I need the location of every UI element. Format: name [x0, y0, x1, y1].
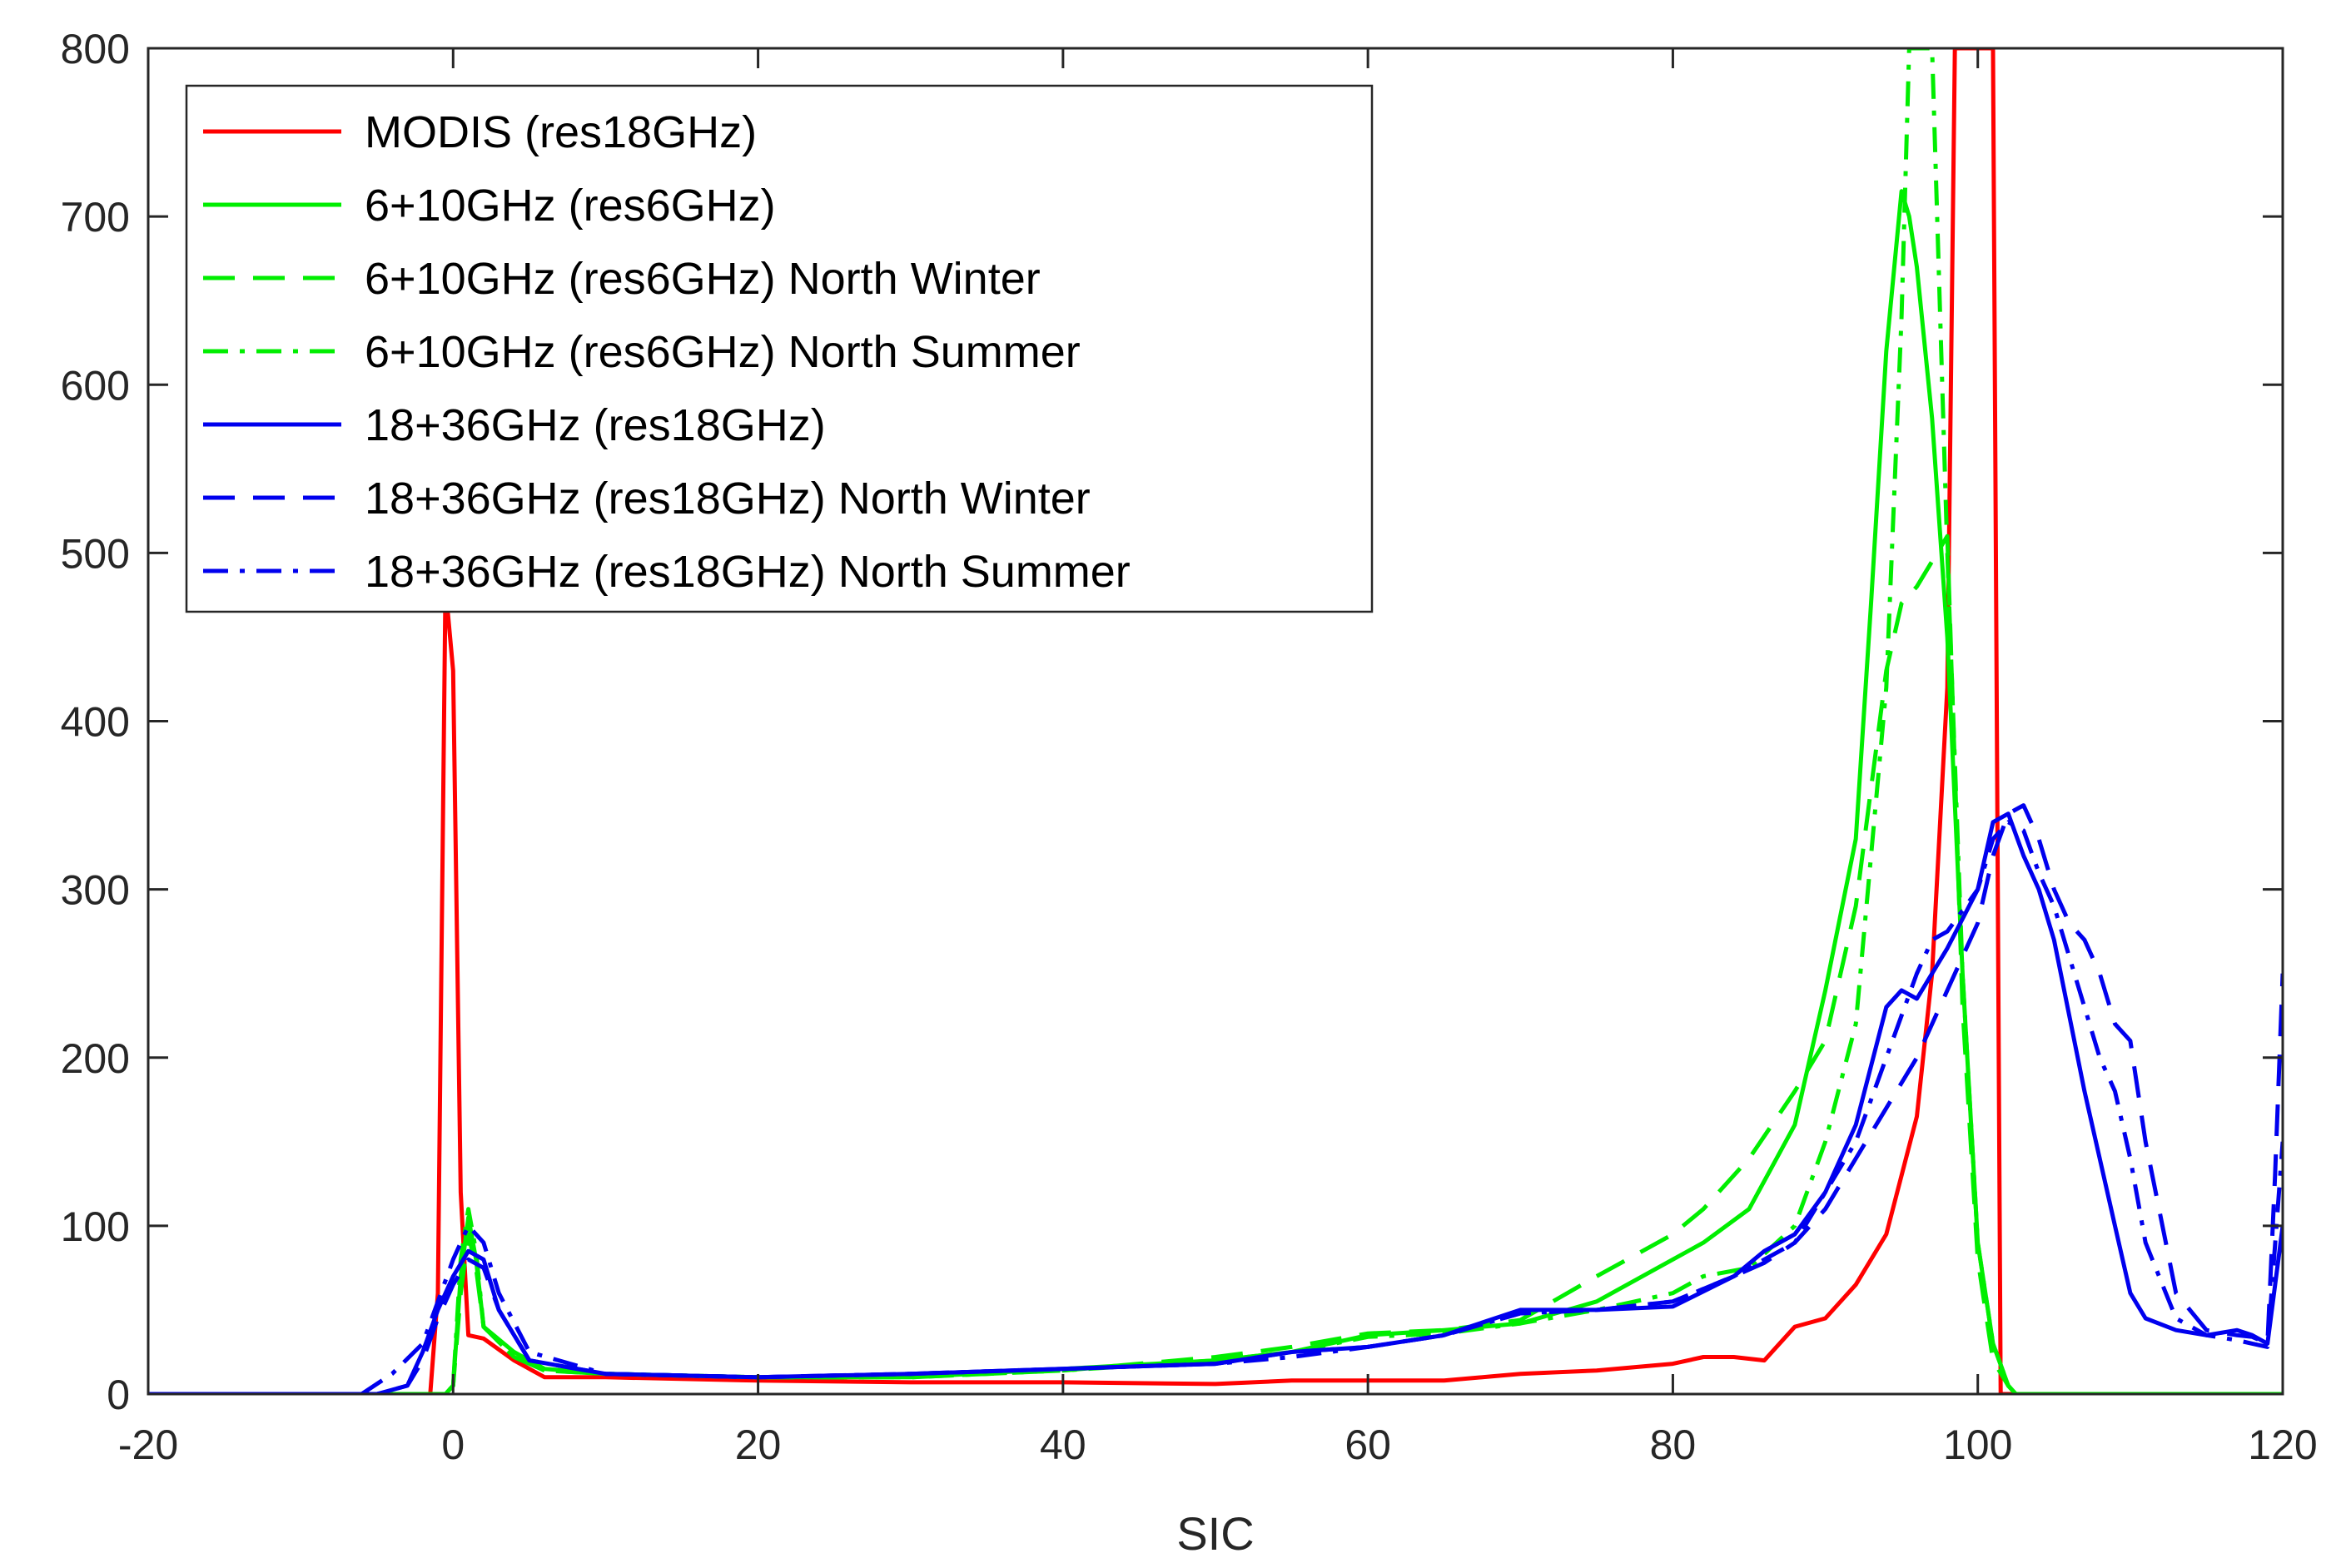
x-tick-label: -20 — [118, 1422, 178, 1468]
legend-label-6: 18+36GHz (res18GHz) North Winter — [365, 474, 1091, 523]
legend-label-3: 6+10GHz (res6GHz) North Winter — [365, 254, 1041, 304]
y-tick-label: 0 — [107, 1372, 130, 1418]
x-tick-label: 20 — [735, 1422, 782, 1468]
legend-label-4: 6+10GHz (res6GHz) North Summer — [365, 327, 1081, 377]
legend-entries: MODIS (res18GHz) 6+10GHz (res6GHz) 6+10GHz… — [203, 107, 1131, 597]
legend-label-2: 6+10GHz (res6GHz) — [365, 181, 776, 231]
x-axis-label: SIC — [1176, 1507, 1254, 1560]
x-tick-label: 120 — [2248, 1422, 2317, 1468]
legend-box — [185, 84, 1374, 613]
series-line-5 — [148, 811, 2283, 1394]
y-tick-label: 200 — [61, 1035, 130, 1082]
x-tick-label: 60 — [1344, 1422, 1391, 1468]
y-tick-label: 700 — [61, 194, 130, 241]
series-line-6 — [148, 803, 2283, 1394]
x-tick-label: 100 — [1943, 1422, 2012, 1468]
x-tick-label: 80 — [1650, 1422, 1697, 1468]
legend-label-5: 18+36GHz (res18GHz) — [365, 400, 826, 450]
series-line-3 — [148, 533, 2283, 1394]
legend-label-7: 18+36GHz (res18GHz) North Summer — [365, 547, 1131, 597]
y-tick-label: 800 — [61, 26, 130, 72]
series-line-4 — [148, 48, 2283, 1394]
legend: MODIS (res18GHz) 6+10GHz (res6GHz) 6+10GHz… — [185, 84, 1374, 613]
x-axis-ticks: -20 0 20 40 60 80 100 120 — [118, 48, 2318, 1468]
legend-label-1: MODIS (res18GHz) — [365, 107, 757, 157]
series-line-1 — [148, 48, 2283, 1394]
y-tick-label: 300 — [61, 867, 130, 914]
y-tick-label: 500 — [61, 530, 130, 577]
x-tick-label: 0 — [441, 1422, 465, 1468]
y-tick-label: 100 — [61, 1203, 130, 1250]
series-layer — [148, 48, 2283, 1394]
series-line-7 — [148, 820, 2283, 1394]
y-axis-ticks: 0 100 200 300 400 500 600 700 800 — [61, 26, 2283, 1418]
y-tick-label: 400 — [61, 699, 130, 746]
x-tick-label: 40 — [1040, 1422, 1086, 1468]
y-tick-label: 600 — [61, 362, 130, 409]
